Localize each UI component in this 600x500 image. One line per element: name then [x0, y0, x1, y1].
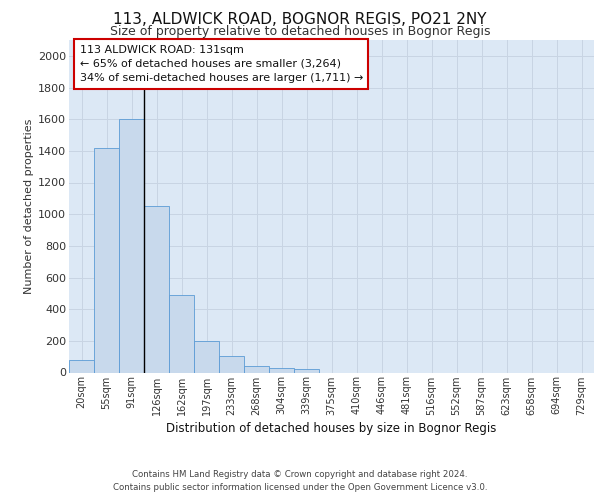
Text: Size of property relative to detached houses in Bognor Regis: Size of property relative to detached ho…	[110, 25, 490, 38]
Bar	[194, 341, 219, 372]
Bar	[69, 360, 94, 372]
Bar	[94, 148, 119, 372]
Bar	[294, 370, 319, 372]
Bar	[119, 119, 144, 372]
Text: 113, ALDWICK ROAD, BOGNOR REGIS, PO21 2NY: 113, ALDWICK ROAD, BOGNOR REGIS, PO21 2N…	[113, 12, 487, 28]
Bar	[144, 206, 169, 372]
Bar	[269, 368, 294, 372]
X-axis label: Distribution of detached houses by size in Bognor Regis: Distribution of detached houses by size …	[166, 422, 497, 434]
Text: 113 ALDWICK ROAD: 131sqm
← 65% of detached houses are smaller (3,264)
34% of sem: 113 ALDWICK ROAD: 131sqm ← 65% of detach…	[79, 45, 363, 83]
Text: Contains HM Land Registry data © Crown copyright and database right 2024.
Contai: Contains HM Land Registry data © Crown c…	[113, 470, 487, 492]
Bar	[219, 356, 244, 372]
Bar	[169, 295, 194, 372]
Bar	[244, 366, 269, 372]
Y-axis label: Number of detached properties: Number of detached properties	[24, 118, 34, 294]
